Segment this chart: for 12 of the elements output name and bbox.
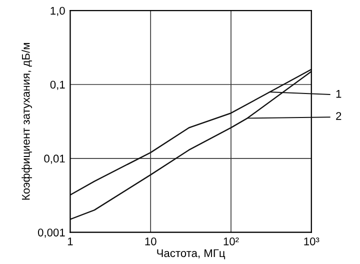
x-tick-label: 10² xyxy=(224,237,239,246)
y-tick-label: 0,001 xyxy=(38,228,65,238)
annotation: 1 xyxy=(336,90,342,98)
y-tick-label: 0,1 xyxy=(50,80,65,90)
x-tick-label: 1 xyxy=(68,238,73,246)
annotation: 2 xyxy=(336,112,342,120)
x-tick-label: 10 xyxy=(145,237,156,246)
x-axis-title: Частота, МГц xyxy=(157,249,226,260)
y-tick-label: 1,0 xyxy=(50,6,65,16)
x-tick-label: 10³ xyxy=(304,237,320,246)
y-tick-label: 0,01 xyxy=(44,154,65,164)
y-axis-title: Коэффициент затухания, дБ/м xyxy=(22,43,32,200)
